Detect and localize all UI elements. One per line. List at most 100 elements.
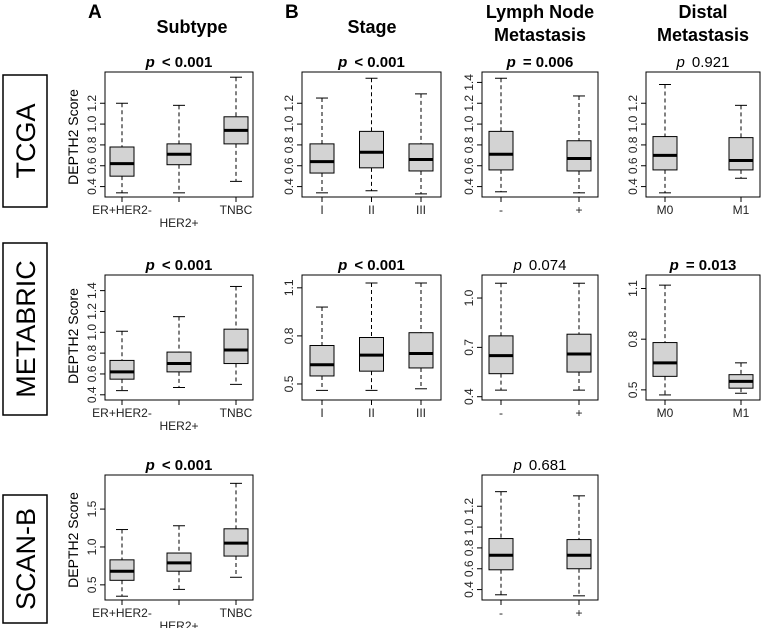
row-label-tcga-text: TCGA: [11, 103, 41, 178]
column-title-distal-line2: Metastasis: [657, 25, 749, 45]
panel-tcga-distal: p 0.921 0.4 0.6 0.8 1.0 1.2 M0 M1: [626, 54, 761, 217]
plot-frame: [481, 71, 599, 198]
p-value-text: = 0.013: [686, 257, 736, 274]
p-value-text: < 0.001: [162, 54, 212, 71]
y-tick-label: 1.0: [85, 324, 99, 341]
y-tick-label: 1.2: [626, 95, 640, 112]
x-tick-label: HER2+: [159, 419, 198, 433]
p-symbol: p: [676, 54, 685, 71]
iqr-box: [309, 345, 335, 377]
box-I: [309, 306, 335, 391]
x-tick-label: TNBC: [220, 606, 253, 620]
y-tick-label: 0.4: [85, 386, 99, 403]
y-tick-label: 0.8: [85, 344, 99, 361]
box-ER+HER2-: [109, 102, 135, 194]
box-M0: [652, 284, 678, 396]
p-value-label: p = 0.013: [669, 257, 737, 274]
y-tick-label: 1.5: [85, 500, 99, 517]
box-+: [566, 282, 592, 391]
y-tick-label: 1.0: [85, 115, 99, 132]
p-value-text: = 0.006: [523, 54, 573, 71]
row-label-metabric: METABRIC: [2, 242, 48, 416]
panel-scanb-lymph: p 0.681 0.4 0.6 0.8 1.0 1.2 - +: [462, 457, 599, 620]
box-ER+HER2-: [109, 330, 135, 392]
box-M0: [652, 84, 678, 194]
iqr-box: [109, 146, 135, 177]
y-tick-label: 1.0: [626, 115, 640, 132]
y-tick-label: 0.4: [282, 178, 296, 195]
y-tick-label: 0.6: [626, 157, 640, 174]
y-tick-label: 0.6: [462, 157, 476, 174]
p-value-text: < 0.001: [162, 457, 212, 474]
x-tick-label: +: [575, 606, 582, 620]
plot-frame: [645, 71, 761, 198]
y-tick-label: 1.2: [462, 95, 476, 112]
y-tick-label: 1.4: [462, 74, 476, 91]
box--: [488, 282, 514, 391]
y-tick-label: 1.0: [85, 538, 99, 555]
box--: [488, 491, 514, 596]
y-tick-label: 0.5: [282, 375, 296, 392]
y-tick-label: 0.8: [626, 136, 640, 153]
y-tick-label: 1.0: [462, 289, 476, 306]
panel-letter-b: B: [285, 2, 299, 23]
box-HER2+: [166, 104, 192, 194]
x-tick-label: M1: [733, 203, 750, 217]
p-symbol: p: [337, 257, 347, 274]
p-value-label: p < 0.001: [337, 54, 405, 71]
y-tick-label: 0.5: [85, 576, 99, 593]
box-III: [408, 93, 434, 195]
p-value-label: p 0.681: [513, 457, 567, 474]
iqr-box: [309, 143, 335, 174]
panel-metabric-subtype: p < 0.001 0.4 0.6 0.8 1.0 1.2 1.4 ER+HER2- HER2+ T…: [85, 257, 254, 433]
x-tick-label: M0: [657, 203, 674, 217]
x-tick-label: M1: [733, 406, 750, 420]
box-ER+HER2-: [109, 529, 135, 597]
y-tick-label: 1.0: [282, 115, 296, 132]
iqr-box: [488, 130, 514, 171]
ylabel-tcga: DEPTH2 Score: [65, 89, 81, 185]
y-tick-label: 0.8: [626, 331, 640, 348]
y-tick-label: 0.8: [85, 136, 99, 153]
y-tick-label: 0.6: [282, 157, 296, 174]
x-tick-label: II: [368, 203, 375, 217]
y-tick-label: 0.4: [462, 581, 476, 598]
y-tick-label: 0.8: [462, 136, 476, 153]
p-symbol: p: [145, 54, 155, 71]
y-tick-label: 1.2: [85, 303, 99, 320]
iqr-box: [408, 143, 434, 172]
p-value-text: 0.681: [529, 457, 567, 474]
y-tick-label: 0.8: [462, 539, 476, 556]
box-II: [359, 77, 384, 192]
box-I: [309, 97, 335, 194]
y-tick-label: 0.4: [626, 178, 640, 195]
iqr-box: [408, 332, 434, 369]
box-HER2+: [166, 525, 192, 590]
x-tick-label: TNBC: [220, 203, 253, 217]
p-value-label: p < 0.001: [337, 257, 405, 274]
x-tick-label: I: [320, 203, 323, 217]
x-tick-label: HER2+: [159, 619, 198, 628]
x-tick-label: II: [368, 406, 375, 420]
x-tick-label: ER+HER2-: [92, 606, 152, 620]
row-label-metabric-text: METABRIC: [11, 260, 41, 398]
box-TNBC: [223, 285, 249, 385]
y-tick-label: 1.0: [462, 518, 476, 535]
p-value-text: 0.921: [692, 54, 730, 71]
box-HER2+: [166, 316, 192, 388]
box-TNBC: [223, 482, 249, 578]
iqr-box: [652, 342, 678, 377]
p-symbol: p: [506, 54, 516, 71]
p-value-text: < 0.001: [354, 257, 404, 274]
p-value-label: p < 0.001: [145, 54, 213, 71]
y-tick-label: 0.4: [462, 178, 476, 195]
x-tick-label: -: [499, 406, 503, 420]
y-tick-label: 1.2: [462, 498, 476, 515]
p-value-label: p = 0.006: [506, 54, 574, 71]
ylabel-scanb: DEPTH2 Score: [65, 492, 81, 588]
iqr-box: [109, 359, 135, 380]
p-value-text: 0.074: [529, 257, 567, 274]
y-tick-label: 1.0: [462, 115, 476, 132]
